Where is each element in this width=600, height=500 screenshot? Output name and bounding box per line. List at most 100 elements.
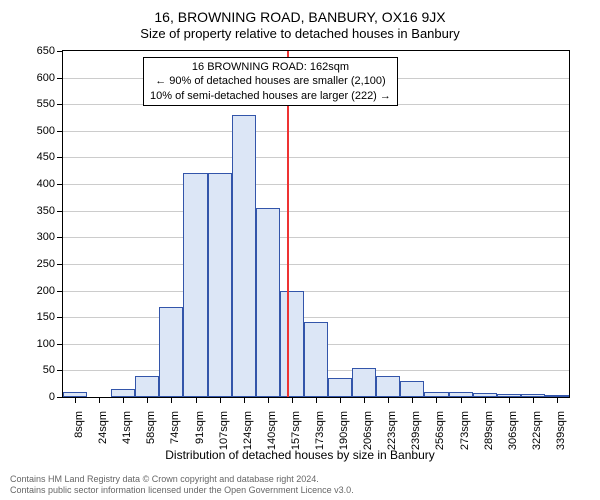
x-tick-label: 339sqm — [555, 411, 567, 450]
histogram-bar — [280, 291, 304, 397]
histogram-chart: 16 BROWNING ROAD: 162sqm ← 90% of detach… — [62, 50, 570, 398]
y-tick-label: 300 — [37, 231, 55, 243]
x-tick-label: 107sqm — [218, 411, 230, 450]
x-tick — [268, 397, 269, 403]
y-tick-label: 400 — [37, 178, 55, 190]
x-tick-label: 173sqm — [314, 411, 326, 450]
gridline — [63, 157, 569, 158]
x-tick-label: 58sqm — [145, 411, 157, 444]
y-tick — [57, 104, 63, 105]
y-tick-label: 600 — [37, 72, 55, 84]
x-tick-label: 24sqm — [97, 411, 109, 444]
x-tick — [75, 397, 76, 403]
y-tick — [57, 317, 63, 318]
gridline — [63, 184, 569, 185]
gridline — [63, 291, 569, 292]
callout-line: ← 90% of detached houses are smaller (2,… — [150, 74, 391, 88]
x-tick-label: 124sqm — [242, 411, 254, 450]
x-tick — [509, 397, 510, 403]
y-tick-label: 550 — [37, 98, 55, 110]
x-tick-label: 273sqm — [459, 411, 471, 450]
histogram-bar — [232, 115, 256, 397]
gridline — [63, 317, 569, 318]
x-tick-label: 289sqm — [483, 411, 495, 450]
histogram-bar — [352, 368, 376, 397]
y-tick-label: 150 — [37, 311, 55, 323]
x-tick-label: 74sqm — [169, 411, 181, 444]
x-tick-label: 239sqm — [410, 411, 422, 450]
y-tick — [57, 157, 63, 158]
x-tick — [171, 397, 172, 403]
x-tick-label: 91sqm — [194, 411, 206, 444]
y-tick — [57, 78, 63, 79]
y-tick-label: 350 — [37, 205, 55, 217]
x-tick-label: 8sqm — [73, 411, 85, 438]
y-tick-label: 0 — [49, 391, 55, 403]
x-tick — [123, 397, 124, 403]
y-tick — [57, 370, 63, 371]
gridline — [63, 237, 569, 238]
x-tick-label: 140sqm — [266, 411, 278, 450]
y-tick-label: 650 — [37, 45, 55, 57]
histogram-bar — [304, 322, 328, 397]
y-tick-label: 450 — [37, 151, 55, 163]
y-tick-label: 200 — [37, 285, 55, 297]
callout-box: 16 BROWNING ROAD: 162sqm ← 90% of detach… — [143, 57, 398, 106]
x-tick — [485, 397, 486, 403]
footer-attribution: Contains HM Land Registry data © Crown c… — [10, 474, 354, 496]
gridline — [63, 131, 569, 132]
callout-line: 10% of semi-detached houses are larger (… — [150, 89, 391, 103]
histogram-bar — [135, 376, 159, 397]
x-tick-label: 206sqm — [362, 411, 374, 450]
y-tick — [57, 184, 63, 185]
x-tick — [557, 397, 558, 403]
x-tick-label: 322sqm — [531, 411, 543, 450]
x-axis-title: Distribution of detached houses by size … — [0, 448, 600, 462]
y-tick-label: 50 — [43, 364, 55, 376]
y-tick — [57, 344, 63, 345]
histogram-bar — [400, 381, 424, 397]
histogram-bar — [159, 307, 183, 397]
y-tick — [57, 264, 63, 265]
x-tick-label: 223sqm — [386, 411, 398, 450]
y-tick-label: 500 — [37, 125, 55, 137]
page-subtitle: Size of property relative to detached ho… — [0, 26, 600, 43]
y-tick — [57, 291, 63, 292]
histogram-bar — [376, 376, 400, 397]
x-tick-label: 190sqm — [338, 411, 350, 450]
histogram-bar — [328, 378, 352, 397]
x-tick — [147, 397, 148, 403]
callout-line: 16 BROWNING ROAD: 162sqm — [150, 60, 391, 74]
x-tick — [196, 397, 197, 403]
histogram-bar — [208, 173, 232, 397]
x-tick — [340, 397, 341, 403]
x-tick-label: 256sqm — [434, 411, 446, 450]
x-tick — [533, 397, 534, 403]
page-title: 16, BROWNING ROAD, BANBURY, OX16 9JX — [0, 0, 600, 26]
x-tick — [364, 397, 365, 403]
y-tick — [57, 131, 63, 132]
histogram-bar — [256, 208, 280, 397]
x-tick — [461, 397, 462, 403]
x-tick — [412, 397, 413, 403]
y-tick — [57, 397, 63, 398]
x-tick-label: 306sqm — [507, 411, 519, 450]
x-tick — [220, 397, 221, 403]
y-tick — [57, 237, 63, 238]
histogram-bar — [183, 173, 207, 397]
x-tick — [244, 397, 245, 403]
x-tick-label: 41sqm — [121, 411, 133, 444]
x-tick — [388, 397, 389, 403]
y-tick-label: 100 — [37, 338, 55, 350]
y-tick — [57, 211, 63, 212]
x-tick — [292, 397, 293, 403]
x-tick — [436, 397, 437, 403]
histogram-bar — [111, 389, 135, 397]
x-tick-label: 157sqm — [290, 411, 302, 450]
y-tick — [57, 51, 63, 52]
gridline — [63, 211, 569, 212]
gridline — [63, 264, 569, 265]
x-tick — [316, 397, 317, 403]
x-tick — [99, 397, 100, 403]
y-tick-label: 250 — [37, 258, 55, 270]
